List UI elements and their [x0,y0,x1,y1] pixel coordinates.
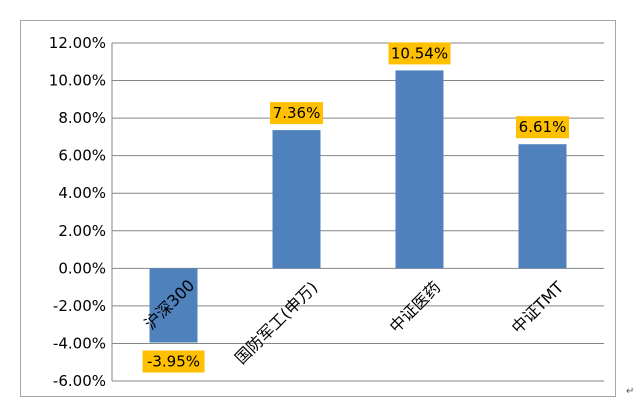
bar [395,70,444,269]
y-axis: 12.00% 10.00% 8.00% 6.00% 4.00% 2.00% 0.00% -2.… [49,34,113,390]
paragraph-mark: ↵ [626,386,635,397]
gridlines [112,42,604,382]
data-label: 10.54% [388,42,451,65]
bar-chart: 12.00% 10.00% 8.00% 6.00% 4.00% 2.00% 0.00% -2.… [49,34,604,390]
x-tick-label: 中证TMT [508,278,568,338]
x-tick-label: 国防军工(申万) [231,278,321,368]
chart-frame: 12.00% 10.00% 8.00% 6.00% 4.00% 2.00% 0.00% -2.… [20,20,616,397]
data-label: 6.61% [516,116,569,139]
y-tick-label: 2.00% [58,222,106,240]
data-label-text: -3.95% [147,353,200,371]
y-tick-label: 6.00% [58,147,106,165]
data-label: 7.36% [270,102,323,125]
x-axis-labels: 沪深300 国防军工(申万) 中证医药 中证TMT [141,276,568,368]
bar [518,144,567,269]
data-label-bg [142,350,205,373]
y-tick-label: 0.00% [58,259,106,277]
data-label-text: 6.61% [519,118,567,136]
y-tick-label: 12.00% [49,34,106,52]
bar [272,130,321,269]
x-tick-label: 中证医药 [386,278,445,337]
y-tick-label: -2.00% [53,297,106,315]
data-label-text: 7.36% [273,104,321,122]
data-label: -3.95% [142,350,205,373]
y-tick-label: -4.00% [53,334,106,352]
data-label-bg [270,102,323,125]
bar [149,268,198,343]
bars [149,70,567,343]
y-tick-label: 10.00% [49,72,106,90]
data-label-bg [388,42,451,65]
data-label-text: 10.54% [391,44,448,62]
y-tick-label: 8.00% [58,109,106,127]
data-labels: -3.95% 7.36% 10.54% 6.61% [142,42,569,373]
y-tick-label: 4.00% [58,184,106,202]
y-tick-label: -6.00% [53,372,106,390]
data-label-bg [516,116,569,139]
